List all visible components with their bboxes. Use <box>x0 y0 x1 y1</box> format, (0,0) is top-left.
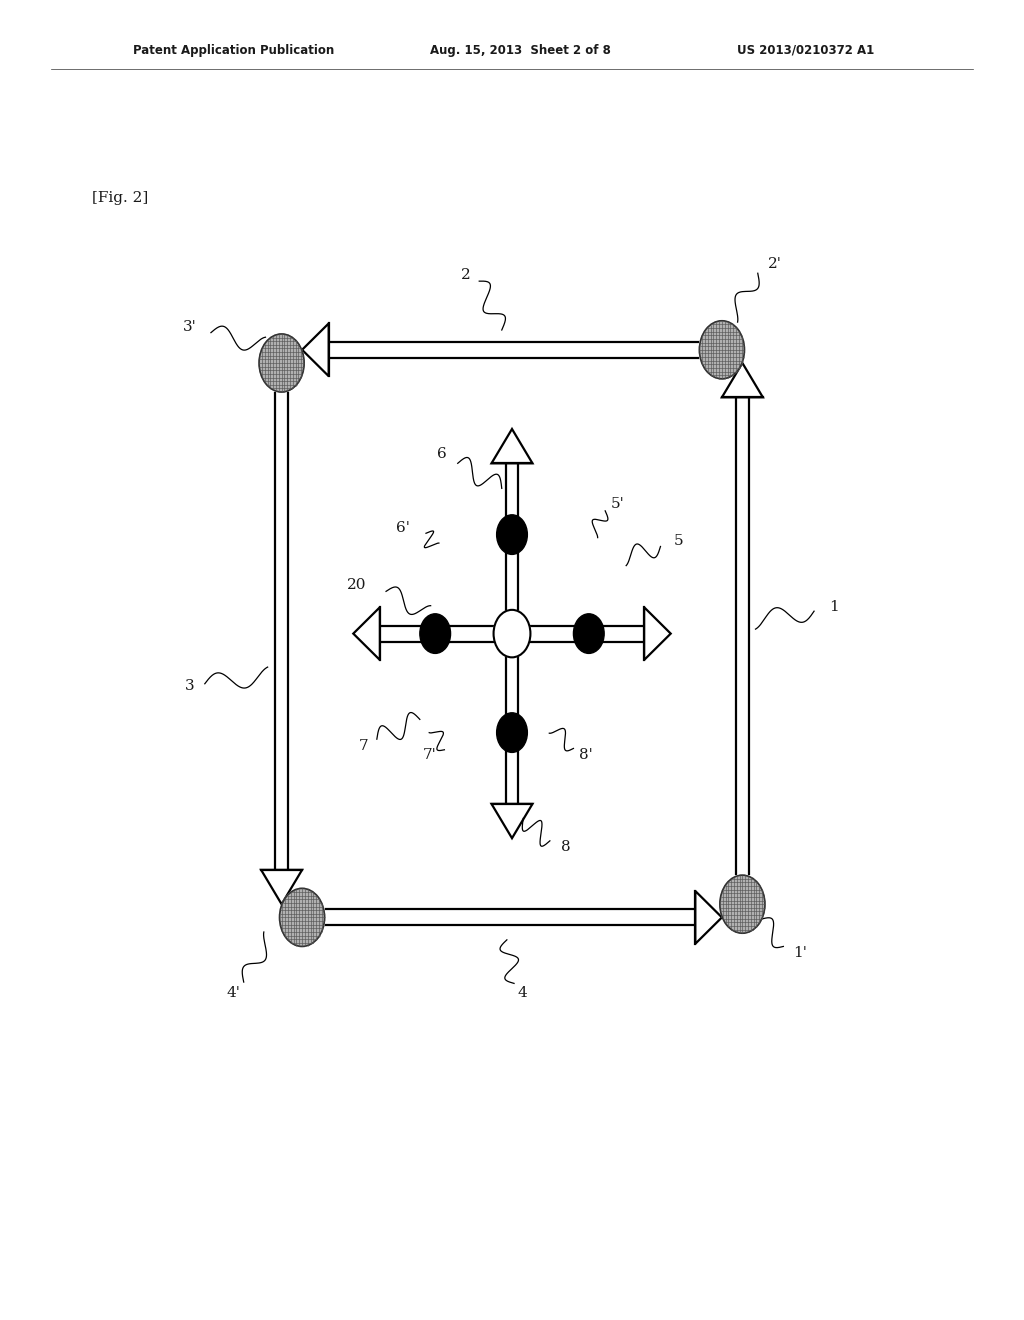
Text: 5: 5 <box>674 535 683 548</box>
Text: 20: 20 <box>347 578 367 591</box>
Text: 7: 7 <box>358 739 369 752</box>
Text: US 2013/0210372 A1: US 2013/0210372 A1 <box>737 44 874 57</box>
Text: 1: 1 <box>829 601 840 614</box>
Text: 4: 4 <box>517 986 527 999</box>
Text: 2: 2 <box>461 268 471 281</box>
Circle shape <box>497 515 527 554</box>
Text: 3': 3' <box>182 321 197 334</box>
Circle shape <box>699 321 744 379</box>
Text: Patent Application Publication: Patent Application Publication <box>133 44 335 57</box>
Circle shape <box>280 888 325 946</box>
Text: 8': 8' <box>579 748 592 762</box>
Text: 8: 8 <box>561 841 570 854</box>
Text: [Fig. 2]: [Fig. 2] <box>92 191 148 206</box>
Text: 6: 6 <box>437 447 447 461</box>
Text: Aug. 15, 2013  Sheet 2 of 8: Aug. 15, 2013 Sheet 2 of 8 <box>430 44 611 57</box>
Circle shape <box>720 875 765 933</box>
Circle shape <box>573 614 604 653</box>
Text: 1': 1' <box>794 946 808 960</box>
Circle shape <box>259 334 304 392</box>
Circle shape <box>497 713 527 752</box>
Text: 3: 3 <box>184 680 195 693</box>
Text: 7': 7' <box>423 748 437 762</box>
Text: 2': 2' <box>768 257 782 271</box>
Circle shape <box>494 610 530 657</box>
Text: 4': 4' <box>226 986 241 999</box>
Text: 5': 5' <box>610 498 624 511</box>
Circle shape <box>420 614 451 653</box>
Text: 6': 6' <box>395 521 410 535</box>
